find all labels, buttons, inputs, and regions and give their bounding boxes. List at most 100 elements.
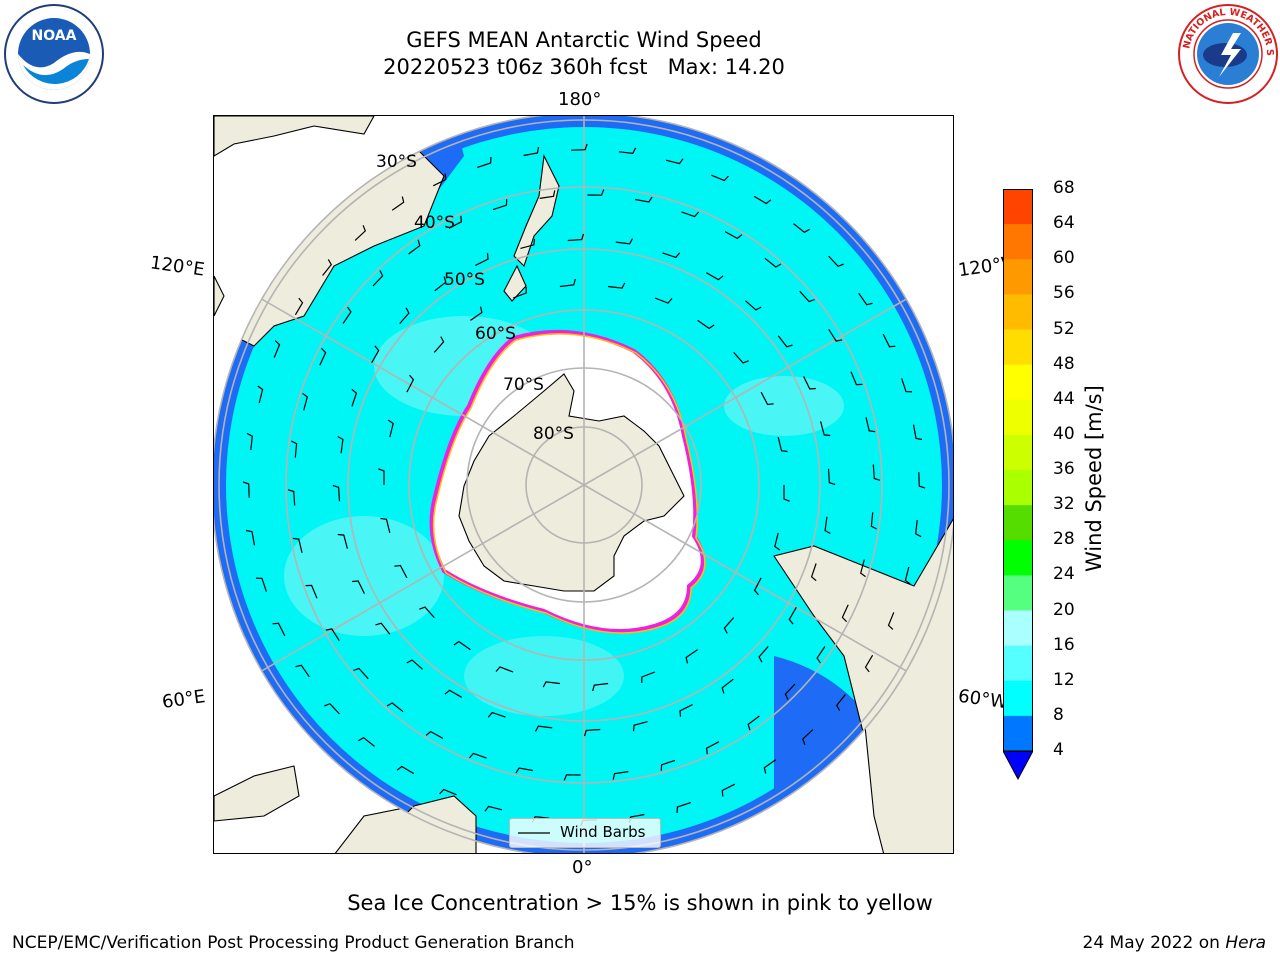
wind-barb	[571, 143, 588, 151]
wind-barb	[583, 728, 601, 737]
wind-barb	[534, 725, 553, 732]
lon-label-0: 0°	[572, 857, 593, 878]
wind-barb	[784, 683, 796, 700]
wind-barb	[295, 664, 310, 678]
wind-barb	[711, 174, 729, 182]
wind-barb	[705, 272, 724, 281]
wind-barb	[319, 347, 327, 366]
wind-barb	[764, 257, 782, 268]
wind-barb	[287, 489, 296, 506]
wind-barb	[495, 666, 514, 673]
wind-barb	[358, 736, 375, 747]
wind-barb	[515, 767, 533, 774]
colorbar-tick-label: 36	[1053, 459, 1075, 479]
colorbar-band	[1003, 434, 1033, 471]
wind-barb	[255, 577, 267, 592]
wind-barb	[753, 577, 762, 596]
colorbar-band	[1003, 329, 1033, 366]
wind-barb	[641, 671, 656, 683]
wind-barb	[246, 432, 253, 451]
wind-barb	[828, 328, 843, 342]
colorbar-tick-label: 16	[1053, 634, 1075, 655]
wind-barb	[487, 711, 506, 718]
wind-barb	[763, 759, 777, 774]
wind-barb	[758, 646, 769, 663]
wind-barb	[612, 771, 629, 780]
colorbar-tick-label: 4	[1053, 740, 1064, 760]
wind-barb-legend-icon	[518, 832, 550, 834]
wind-barb	[901, 378, 913, 393]
wind-barb	[380, 517, 391, 534]
wind-barb	[803, 376, 816, 390]
lat-label-40s: 40°S	[414, 213, 455, 233]
wind-barb	[827, 468, 836, 486]
wind-barb	[788, 606, 797, 625]
wind-barb	[302, 392, 308, 411]
wind-barb	[322, 259, 333, 276]
colorbar-tick-label: 32	[1053, 494, 1075, 515]
ice-caption: Sea Ice Concentration > 15% is shown in …	[347, 891, 933, 915]
lon-label-60w: 60°W	[956, 685, 1009, 714]
wind-barb	[539, 190, 556, 199]
colorbar-tick-label: 44	[1053, 388, 1075, 409]
colorbar-band	[1003, 259, 1033, 295]
wind-barb	[386, 702, 404, 713]
wind-barb	[816, 646, 826, 664]
wind-barb	[918, 472, 926, 489]
colorbar-band	[1003, 364, 1033, 401]
wind-barb	[904, 566, 911, 585]
colorbar-tick-label: 12	[1053, 669, 1075, 690]
colorbar-band	[1003, 540, 1033, 576]
colorbar-tick-label: 64	[1053, 213, 1075, 234]
wind-barb	[665, 158, 684, 165]
wind-barb	[294, 297, 304, 316]
wind-barb	[745, 300, 762, 311]
wind-barb	[824, 516, 831, 535]
colorbar-band	[1003, 610, 1033, 647]
wind-barb	[660, 759, 676, 771]
wind-barb	[425, 730, 444, 739]
wind-barb	[783, 485, 790, 502]
wind-barb	[801, 729, 814, 745]
wind-barb	[777, 335, 793, 348]
wind-barb	[484, 805, 503, 812]
wind-barb	[721, 678, 734, 694]
colorbar-band	[1003, 294, 1033, 330]
wind-barb	[477, 156, 492, 168]
colorbar-band	[1003, 575, 1033, 611]
nws-logo-icon: NATIONAL WEATHER SERVICE	[1173, 0, 1279, 105]
colorbar-tick-label: 60	[1053, 248, 1075, 269]
wind-barb	[419, 606, 435, 618]
wind-barb	[391, 196, 405, 211]
wind-barb	[439, 788, 457, 796]
wind-barb	[820, 421, 831, 437]
wind-barb	[470, 306, 483, 321]
wind-barb	[291, 440, 298, 458]
wind-barb	[354, 225, 367, 241]
wind-barb	[793, 223, 810, 234]
wind-barb	[325, 628, 340, 642]
wind-barb	[915, 519, 922, 538]
wind-barb	[342, 306, 352, 324]
wind-barb	[371, 345, 380, 364]
wind-barb	[406, 659, 423, 670]
footer-source: NCEP/EMC/Verification Post Processing Pr…	[12, 933, 575, 953]
colorbar-scale	[1002, 189, 1034, 781]
wind-barb	[520, 238, 536, 249]
noaa-logo-icon: NOAA	[3, 3, 105, 105]
wind-barb	[753, 195, 772, 205]
footer-date: 24 May 2022 on Hera	[1083, 933, 1267, 953]
wind-barb	[872, 464, 881, 481]
colorbar-tick-label: 68	[1053, 178, 1075, 198]
colorbar-tick-label: 48	[1053, 353, 1075, 374]
wind-barb	[887, 612, 895, 630]
wind-barb	[841, 604, 849, 623]
colorbar-band	[1003, 505, 1033, 541]
lat-label-30s: 30°S	[376, 152, 417, 172]
colorbar-band	[1003, 645, 1033, 682]
colorbar-tick-label: 8	[1053, 704, 1064, 725]
legend-label: Wind Barbs	[560, 823, 646, 841]
wind-barb	[337, 435, 344, 454]
wind-barb	[679, 704, 693, 717]
wind-barb	[662, 252, 681, 259]
